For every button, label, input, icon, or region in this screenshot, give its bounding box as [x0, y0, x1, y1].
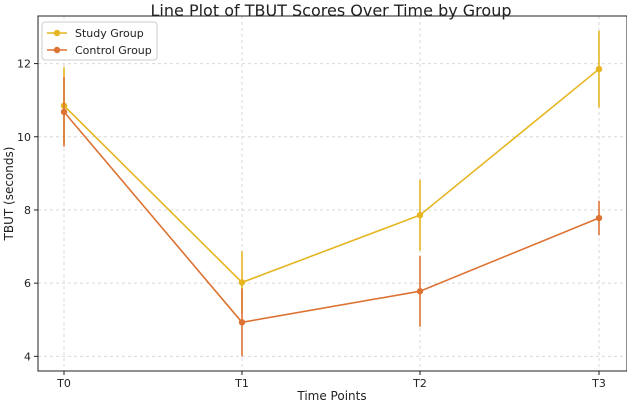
control-group-point [595, 214, 603, 222]
study-group-line [63, 68, 600, 284]
y-tick-label: 12 [17, 58, 31, 71]
y-tick-label: 8 [24, 204, 31, 217]
study-group-point [595, 65, 603, 73]
study-group-legend-marker [53, 29, 61, 37]
x-tick-label: T3 [591, 377, 606, 390]
x-axis-label: Time Points [296, 389, 366, 401]
y-axis-label: TBUT (seconds) [2, 147, 16, 242]
legend-box [41, 21, 158, 61]
control-group-legend-label: Control Group [75, 44, 152, 57]
study-group-series [60, 30, 603, 314]
plot-frame [37, 15, 627, 372]
study-group-legend-label: Study Group [75, 27, 144, 40]
x-tick-label: T1 [234, 377, 249, 390]
series-group [60, 30, 603, 357]
control-group-legend-marker [53, 46, 61, 54]
grid [38, 16, 627, 371]
control-group-point [60, 108, 68, 116]
control-group-point [238, 319, 246, 326]
axis-ticks: T0 T1 T2 T3 4 6 8 10 12 [17, 58, 606, 390]
x-tick-label: T2 [412, 377, 427, 390]
control-group-series [60, 77, 603, 357]
x-tick-label: T0 [56, 377, 71, 390]
y-tick-label: 4 [24, 350, 31, 363]
study-group-point [238, 279, 246, 286]
control-group-point [416, 288, 424, 295]
legend: Study Group Control Group [41, 21, 158, 61]
study-group-point [416, 211, 424, 219]
y-tick-label: 10 [17, 131, 31, 144]
control-group-line [63, 111, 600, 324]
chart-title: Line Plot of TBUT Scores Over Time by Gr… [151, 1, 512, 20]
y-tick-label: 6 [24, 277, 31, 290]
